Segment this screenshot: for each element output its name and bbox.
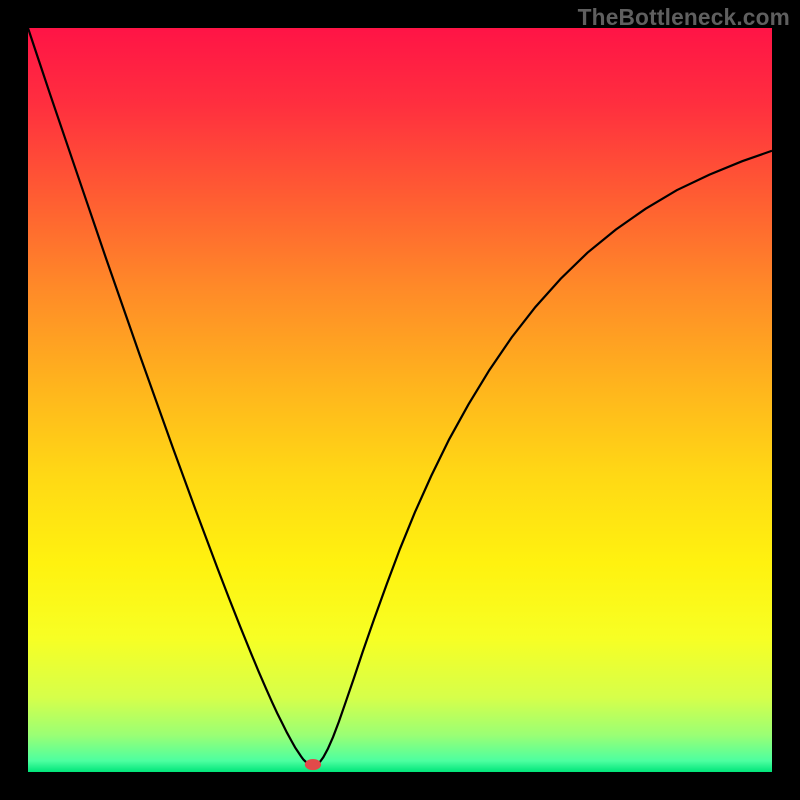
watermark-text: TheBottleneck.com <box>578 4 790 31</box>
trough-marker <box>305 759 321 770</box>
plot-svg <box>28 28 772 772</box>
gradient-background <box>28 28 772 772</box>
chart-frame: TheBottleneck.com <box>0 0 800 800</box>
